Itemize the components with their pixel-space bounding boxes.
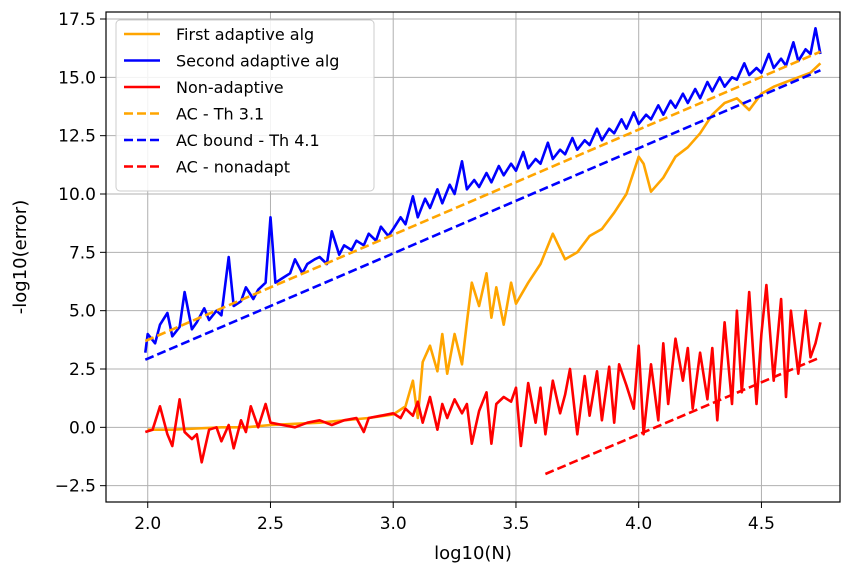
y-tick-label: 17.5	[58, 10, 96, 30]
y-tick-label: 5.0	[69, 302, 96, 322]
x-tick-label: 3.0	[380, 514, 407, 534]
y-tick-label: 15.0	[58, 68, 96, 88]
series-ac-th-3-1	[144, 50, 821, 343]
y-tick-label: 7.5	[69, 243, 96, 263]
legend-label: AC bound - Th 4.1	[176, 131, 320, 150]
y-tick-label: 10.0	[58, 185, 96, 205]
x-tick-label: 4.0	[625, 514, 652, 534]
y-axis-label: -log10(error)	[10, 200, 31, 314]
x-tick-label: 2.5	[257, 514, 284, 534]
series-layer	[144, 26, 822, 476]
y-tick-label: 12.5	[58, 127, 96, 147]
legend-label: Non-adaptive	[176, 78, 284, 97]
plot-frame	[105, 11, 841, 503]
series-ac-bound-th-4-1	[144, 69, 821, 361]
legend-label: AC - Th 3.1	[176, 105, 264, 124]
legend-label: AC - nonadapt	[176, 158, 290, 177]
legend-label: Second adaptive alg	[176, 52, 339, 71]
series-ac-nonadapt	[544, 356, 821, 476]
series-non-adaptive	[144, 283, 822, 464]
x-axis-label: log10(N)	[434, 543, 512, 564]
y-tick-label: −2.5	[55, 477, 96, 497]
legend-label: First adaptive alg	[176, 25, 314, 44]
x-tick-label: 2.0	[134, 514, 161, 534]
tick-layer: 2.0 2.5 3.0 3.5 4.0 4.5 −2.5 0.0 2.5 5.0 7.5 10.0 12…	[55, 10, 775, 534]
legend: First adaptive alg Second adaptive alg Non…	[115, 19, 375, 192]
y-tick-label: 2.5	[69, 360, 96, 380]
x-tick-label: 3.5	[502, 514, 529, 534]
y-tick-label: 0.0	[69, 418, 96, 438]
x-tick-label: 4.5	[748, 514, 775, 534]
legend-box	[115, 19, 375, 192]
